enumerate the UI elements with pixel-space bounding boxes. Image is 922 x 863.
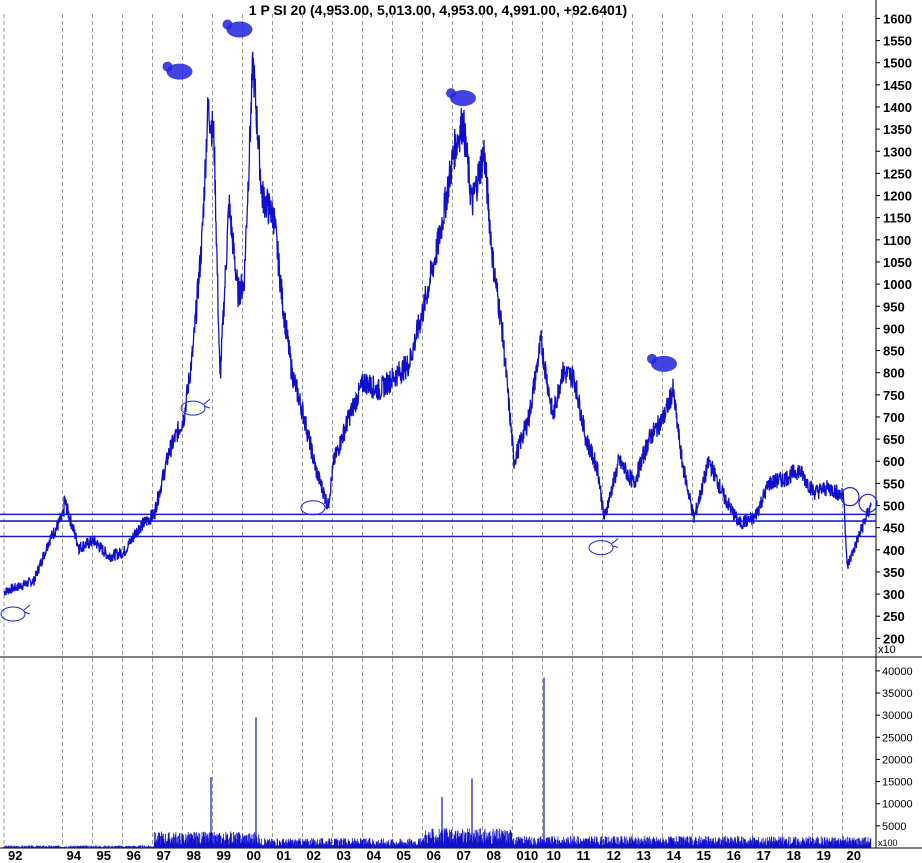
y-tick-label: 450 (883, 521, 905, 536)
volume-y-tick-label: 15000 (882, 777, 913, 789)
x-tick-label: 06 (427, 848, 441, 863)
bull-icon-horns (203, 398, 211, 409)
x-tick-label: 07 (457, 848, 471, 863)
bull-icon-horns (611, 538, 619, 549)
y-tick-label: 400 (883, 543, 905, 558)
bear-icon (166, 63, 193, 80)
y-tick-label: 600 (883, 454, 905, 469)
y-tick-label: 1050 (883, 255, 912, 270)
y-tick-label: 1000 (883, 277, 912, 292)
volume-y-tick-label: 25000 (882, 732, 913, 744)
bull-icon-horns (23, 604, 31, 615)
y-unit-label: x10 (878, 644, 896, 656)
bear-icon (651, 355, 677, 372)
volume-unit-label: x100 (878, 838, 898, 848)
x-tick-label: 11 (577, 848, 591, 863)
y-tick-label: 350 (883, 565, 905, 580)
y-tick-label: 1400 (883, 100, 912, 115)
y-tick-label: 1100 (883, 233, 911, 248)
y-tick-label: 900 (883, 321, 905, 336)
x-tick-label: 12 (607, 848, 621, 863)
y-tick-label: 250 (883, 609, 905, 624)
y-tick-label: 500 (883, 499, 905, 514)
y-tick-label: 1600 (883, 11, 912, 26)
x-tick-label: 14 (667, 848, 682, 863)
x-tick-label: 16 (727, 848, 741, 863)
chart-title: 1 P SI 20 (4,953.00, 5,013.00, 4,953.00,… (248, 2, 628, 18)
y-tick-label: 950 (883, 299, 905, 314)
bull-icon (300, 500, 326, 516)
y-tick-label: 750 (883, 388, 905, 403)
bull-icon-horns (323, 498, 331, 509)
y-tick-label: 1450 (883, 78, 912, 93)
bear-icon (226, 21, 253, 38)
x-tick-label: 13 (637, 848, 651, 863)
x-tick-label: 94 (67, 848, 82, 863)
y-tick-label: 800 (883, 366, 905, 381)
x-tick-label: 02 (307, 848, 321, 863)
bear-icon (450, 90, 476, 107)
x-tick-label: 99 (217, 848, 231, 863)
price-series-line (3, 51, 872, 596)
bull-icon (0, 606, 26, 622)
volume-y-tick-label: 30000 (882, 710, 913, 722)
bull-icon (180, 400, 206, 416)
x-tick-label: 01 (277, 848, 291, 863)
x-tick-label: 010 (517, 848, 539, 863)
x-tick-label: 17 (757, 848, 771, 863)
bull-icon (588, 540, 614, 556)
x-tick-label: 95 (97, 848, 111, 863)
highlight-circle (840, 487, 860, 507)
x-tick-label: 19 (817, 848, 831, 863)
y-tick-label: 1150 (883, 211, 911, 226)
highlight-circle (858, 493, 878, 513)
y-tick-label: 300 (883, 587, 905, 602)
y-tick-label: 1350 (883, 122, 912, 137)
y-tick-label: 550 (883, 476, 905, 491)
y-tick-label: 700 (883, 410, 905, 425)
x-tick-label: 97 (157, 848, 171, 863)
y-tick-label: 1200 (883, 189, 912, 204)
x-tick-label: 98 (187, 848, 201, 863)
y-tick-label: 850 (883, 344, 905, 359)
volume-y-tick-label: 10000 (882, 799, 913, 811)
y-tick-label: 1300 (883, 144, 912, 159)
volume-y-tick-label: 35000 (882, 688, 913, 700)
volume-y-tick-label: 20000 (882, 754, 913, 766)
x-tick-label: 05 (397, 848, 411, 863)
x-tick-label: 15 (697, 848, 711, 863)
y-tick-label: 200 (883, 631, 905, 646)
x-tick-label: 96 (127, 848, 141, 863)
x-tick-label: 10 (547, 848, 561, 863)
y-tick-label: 1250 (883, 166, 912, 181)
x-tick-label: 04 (367, 848, 382, 863)
bear-icon-head (647, 353, 657, 364)
x-tick-label: 03 (337, 848, 351, 863)
x-tick-label: 18 (787, 848, 801, 863)
volume-y-tick-label: 5000 (882, 821, 906, 833)
x-tick-label: 00 (247, 848, 261, 863)
y-tick-label: 1550 (883, 34, 912, 49)
bear-icon-head (446, 88, 456, 99)
bear-icon-head (162, 61, 173, 72)
y-tick-label: 1500 (883, 56, 912, 71)
x-tick-label: 08 (487, 848, 501, 863)
volume-y-tick-label: 40000 (882, 666, 913, 678)
bear-icon-head (222, 19, 233, 30)
x-tick-label: 92 (8, 848, 22, 863)
x-tick-label: 20 (847, 848, 861, 863)
y-tick-label: 650 (883, 432, 905, 447)
